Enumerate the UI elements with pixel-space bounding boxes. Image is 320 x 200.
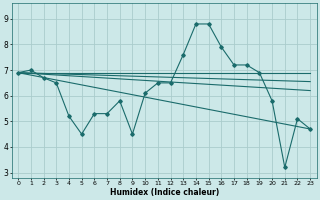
- X-axis label: Humidex (Indice chaleur): Humidex (Indice chaleur): [109, 188, 219, 197]
